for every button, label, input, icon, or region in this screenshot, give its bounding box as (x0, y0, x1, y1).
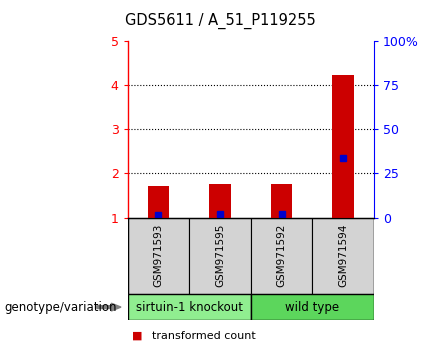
FancyBboxPatch shape (128, 218, 189, 294)
Text: GSM971595: GSM971595 (215, 224, 225, 287)
FancyBboxPatch shape (189, 218, 251, 294)
Text: GSM971592: GSM971592 (277, 224, 286, 287)
Text: genotype/variation: genotype/variation (4, 301, 117, 314)
FancyBboxPatch shape (251, 294, 374, 320)
Text: transformed count: transformed count (152, 331, 256, 341)
Bar (148, 186, 169, 218)
Text: sirtuin-1 knockout: sirtuin-1 knockout (136, 301, 243, 314)
FancyBboxPatch shape (312, 218, 374, 294)
Text: GDS5611 / A_51_P119255: GDS5611 / A_51_P119255 (125, 12, 315, 29)
FancyBboxPatch shape (128, 294, 251, 320)
Bar (209, 184, 231, 218)
Text: GSM971594: GSM971594 (338, 224, 348, 287)
Bar (333, 75, 354, 218)
Text: ■: ■ (132, 331, 143, 341)
Text: GSM971593: GSM971593 (154, 224, 163, 287)
Bar (271, 184, 293, 218)
FancyBboxPatch shape (251, 218, 312, 294)
Text: wild type: wild type (285, 301, 340, 314)
